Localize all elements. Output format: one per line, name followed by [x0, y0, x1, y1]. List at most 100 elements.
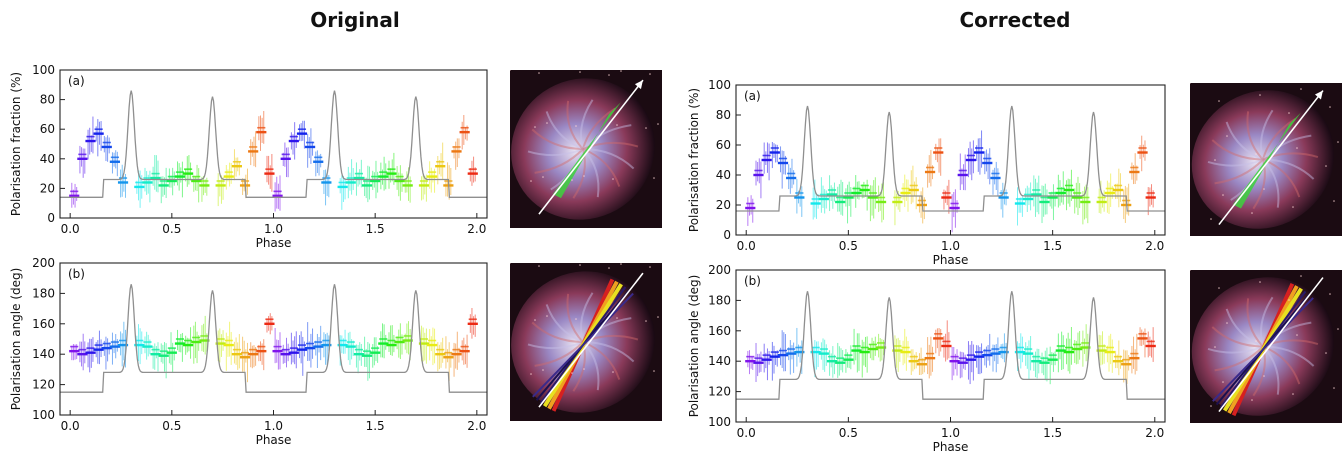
- star: [538, 265, 540, 267]
- star: [1210, 405, 1212, 407]
- star: [645, 127, 647, 129]
- x-tick-label: 0.0: [737, 239, 756, 253]
- y-axis-label: Polarisation angle (deg): [9, 268, 23, 411]
- y-tick-label: 140: [708, 354, 731, 368]
- y-tick-label: 40: [40, 152, 55, 166]
- nebula-filament: [1246, 298, 1264, 348]
- nebula-filament: [534, 341, 584, 367]
- star: [608, 74, 610, 76]
- x-tick-label: 0.5: [162, 222, 181, 236]
- star: [1226, 322, 1228, 324]
- y-tick-label: 60: [40, 122, 55, 136]
- axis-arrow: [1218, 277, 1324, 413]
- star: [1337, 141, 1339, 143]
- star: [1222, 194, 1224, 196]
- star: [1218, 287, 1220, 289]
- star: [583, 175, 585, 177]
- star: [616, 317, 618, 319]
- star: [653, 370, 655, 372]
- nebula-filament: [1211, 326, 1263, 348]
- star: [1259, 281, 1261, 283]
- pulse-profile-line: [60, 284, 487, 393]
- star: [645, 320, 647, 322]
- panel-label: (b): [744, 274, 761, 288]
- star: [510, 263, 511, 264]
- star: [1292, 393, 1294, 395]
- nebula-filament: [580, 99, 594, 150]
- nebula-filament: [545, 304, 584, 343]
- y-tick-label: 0: [47, 211, 55, 225]
- star: [583, 368, 585, 370]
- plot-original-a: 0.0 0.5 1.0 1.5 2.0 0 20 40 60 80 100 Phase Polarisa…: [0, 55, 495, 250]
- y-tick-label: 100: [32, 63, 55, 77]
- star: [542, 369, 544, 371]
- x-tick-label: 2.0: [1145, 239, 1164, 253]
- pulse-profile-line: [60, 90, 487, 198]
- x-tick-label: 1.5: [366, 222, 385, 236]
- star: [1333, 387, 1335, 389]
- panel-label: (a): [68, 74, 85, 88]
- y-tick-label: 180: [32, 286, 55, 300]
- star: [1263, 375, 1265, 377]
- star: [1190, 83, 1191, 84]
- y-tick-label: 200: [32, 256, 55, 270]
- star: [1255, 153, 1257, 155]
- x-axis-label: Phase: [933, 440, 969, 452]
- x-tick-label: 0.5: [839, 239, 858, 253]
- star: [653, 177, 655, 179]
- axis-arrow: [1218, 90, 1324, 226]
- star: [1255, 340, 1257, 342]
- nebula-glow: [511, 78, 655, 220]
- polarisation-vector: [532, 292, 634, 398]
- x-tick-label: 1.0: [264, 419, 283, 433]
- nebula-filament: [527, 341, 584, 350]
- star: [546, 315, 548, 317]
- title-corrected: Corrected: [959, 8, 1071, 32]
- star: [1190, 270, 1191, 271]
- star: [530, 180, 532, 182]
- star: [538, 72, 540, 74]
- data-layer: [745, 320, 1156, 385]
- crab-nebula-image-original-a: [510, 70, 662, 228]
- x-axis-label: Phase: [256, 433, 292, 447]
- star: [649, 73, 651, 75]
- star: [1300, 88, 1302, 90]
- star: [579, 71, 581, 73]
- y-tick-label: 100: [708, 78, 731, 92]
- nebula-filament: [582, 341, 600, 391]
- nebula-filament: [527, 148, 584, 157]
- nebula-filament: [1225, 308, 1264, 348]
- x-axis-label: Phase: [933, 253, 969, 267]
- star: [575, 125, 577, 127]
- nebula-filament: [566, 293, 584, 343]
- star: [1325, 165, 1327, 167]
- crab-nebula-image-corrected-b: [1190, 270, 1342, 423]
- y-tick-label: 120: [32, 378, 55, 392]
- nebula-filament: [1261, 118, 1296, 160]
- nebula-glow: [1191, 90, 1335, 229]
- axis-arrow: [538, 79, 644, 215]
- x-tick-label: 0.5: [162, 419, 181, 433]
- y-tick-label: 140: [32, 347, 55, 361]
- x-tick-label: 2.0: [467, 419, 486, 433]
- data-layer: [69, 110, 478, 212]
- star: [1222, 381, 1224, 383]
- y-axis-label: Polarisation fraction (%): [9, 72, 23, 216]
- star: [612, 371, 614, 373]
- nebula-filament: [531, 128, 583, 150]
- nebula-filament: [1207, 158, 1264, 167]
- nebula-filament: [1211, 139, 1263, 161]
- star: [1259, 94, 1261, 96]
- nebula-filament: [534, 148, 584, 174]
- y-tick-label: 80: [40, 93, 55, 107]
- panel-label: (b): [68, 267, 85, 281]
- star: [510, 70, 511, 71]
- nebula-filament: [1262, 345, 1315, 367]
- star: [1325, 352, 1327, 354]
- nebula-filament: [1260, 109, 1274, 160]
- star: [1288, 299, 1290, 301]
- axis-arrow: [538, 272, 644, 408]
- crab-nebula-image-corrected-a: [1190, 83, 1342, 236]
- crab-nebula-image-original-b: [510, 263, 662, 421]
- x-tick-label: 1.5: [1043, 239, 1062, 253]
